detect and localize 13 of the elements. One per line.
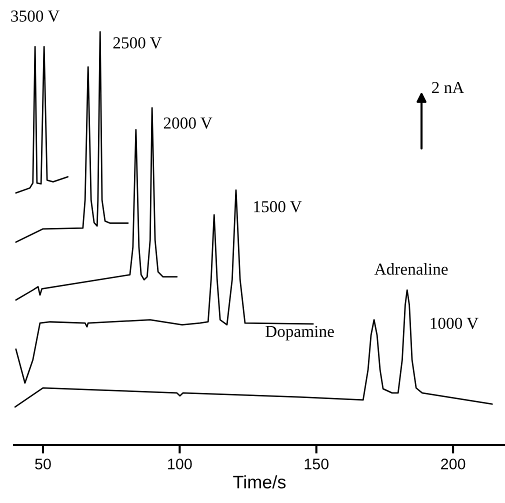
series-label: 2500 V	[113, 37, 162, 49]
x-axis-title: Time/s	[233, 475, 286, 488]
annotation: Adrenaline	[374, 263, 448, 275]
series-label: 1000 V	[430, 318, 478, 330]
series-label: 1500 V	[254, 201, 302, 212]
x-tick-label: 50	[35, 458, 51, 470]
x-tick-label: 150	[304, 458, 329, 470]
annotation: 2 nA	[432, 82, 464, 94]
annotation: Dopamine	[266, 326, 334, 340]
series-label: 2000 V	[164, 117, 212, 129]
x-tick-label: 200	[441, 458, 466, 470]
series-label: 3500 V	[11, 10, 60, 22]
x-tick-label: 100	[168, 458, 192, 470]
